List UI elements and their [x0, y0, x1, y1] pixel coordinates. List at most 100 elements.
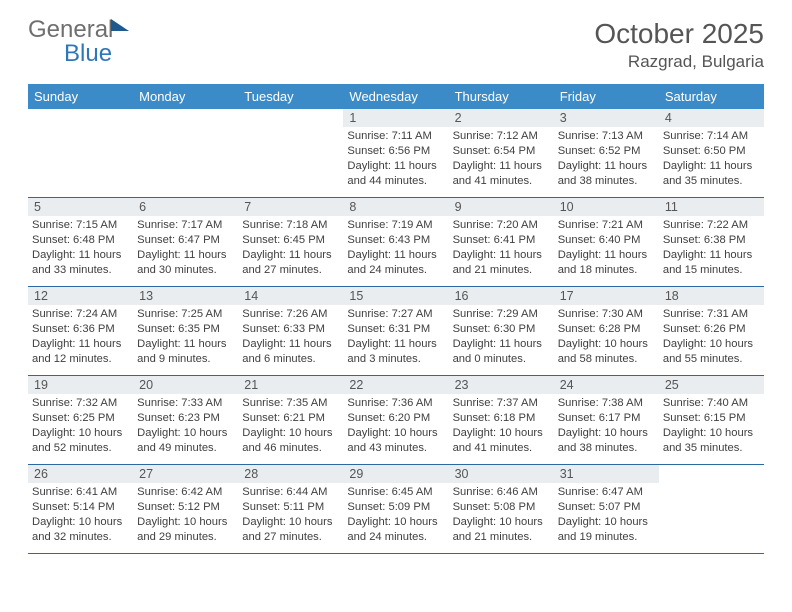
- calendar-cell: 22Sunrise: 7:36 AMSunset: 6:20 PMDayligh…: [343, 376, 448, 465]
- calendar-cell: [238, 109, 343, 198]
- sunset-text: Sunset: 6:52 PM: [558, 144, 655, 159]
- daylight-text: Daylight: 10 hours and 46 minutes.: [242, 426, 339, 456]
- daylight-text: Daylight: 10 hours and 27 minutes.: [242, 515, 339, 545]
- sunset-text: Sunset: 6:50 PM: [663, 144, 760, 159]
- daylight-text: Daylight: 10 hours and 19 minutes.: [558, 515, 655, 545]
- sun-info: Sunrise: 7:11 AMSunset: 6:56 PMDaylight:…: [343, 127, 448, 189]
- daylight-text: Daylight: 10 hours and 58 minutes.: [558, 337, 655, 367]
- calendar-cell: 29Sunrise: 6:45 AMSunset: 5:09 PMDayligh…: [343, 465, 448, 554]
- calendar-cell: 21Sunrise: 7:35 AMSunset: 6:21 PMDayligh…: [238, 376, 343, 465]
- calendar-cell: 19Sunrise: 7:32 AMSunset: 6:25 PMDayligh…: [28, 376, 133, 465]
- calendar-cell: 6Sunrise: 7:17 AMSunset: 6:47 PMDaylight…: [133, 198, 238, 287]
- daylight-text: Daylight: 10 hours and 24 minutes.: [347, 515, 444, 545]
- daylight-text: Daylight: 10 hours and 38 minutes.: [558, 426, 655, 456]
- sunrise-text: Sunrise: 7:31 AM: [663, 307, 760, 322]
- daylight-text: Daylight: 11 hours and 30 minutes.: [137, 248, 234, 278]
- sun-info: Sunrise: 7:37 AMSunset: 6:18 PMDaylight:…: [449, 394, 554, 456]
- sunset-text: Sunset: 6:23 PM: [137, 411, 234, 426]
- month-title: October 2025: [594, 18, 764, 50]
- sunrise-text: Sunrise: 7:24 AM: [32, 307, 129, 322]
- sunset-text: Sunset: 6:28 PM: [558, 322, 655, 337]
- day-number: 27: [133, 465, 238, 483]
- daylight-text: Daylight: 10 hours and 29 minutes.: [137, 515, 234, 545]
- day-number: 25: [659, 376, 764, 394]
- logo-text-1: General: [28, 16, 113, 43]
- sun-info: Sunrise: 7:12 AMSunset: 6:54 PMDaylight:…: [449, 127, 554, 189]
- day-number: 13: [133, 287, 238, 305]
- sunrise-text: Sunrise: 7:40 AM: [663, 396, 760, 411]
- calendar-cell: 23Sunrise: 7:37 AMSunset: 6:18 PMDayligh…: [449, 376, 554, 465]
- daylight-text: Daylight: 11 hours and 35 minutes.: [663, 159, 760, 189]
- daylight-text: Daylight: 10 hours and 32 minutes.: [32, 515, 129, 545]
- sunset-text: Sunset: 6:17 PM: [558, 411, 655, 426]
- sunset-text: Sunset: 5:07 PM: [558, 500, 655, 515]
- daylight-text: Daylight: 11 hours and 6 minutes.: [242, 337, 339, 367]
- sun-info: Sunrise: 7:27 AMSunset: 6:31 PMDaylight:…: [343, 305, 448, 367]
- sunset-text: Sunset: 6:18 PM: [453, 411, 550, 426]
- day-number: 23: [449, 376, 554, 394]
- calendar-cell: 17Sunrise: 7:30 AMSunset: 6:28 PMDayligh…: [554, 287, 659, 376]
- day-number: 26: [28, 465, 133, 483]
- sunrise-text: Sunrise: 7:19 AM: [347, 218, 444, 233]
- day-number: 1: [343, 109, 448, 127]
- day-number: 11: [659, 198, 764, 216]
- sunset-text: Sunset: 6:33 PM: [242, 322, 339, 337]
- day-number: 16: [449, 287, 554, 305]
- sunrise-text: Sunrise: 6:44 AM: [242, 485, 339, 500]
- sunrise-text: Sunrise: 7:21 AM: [558, 218, 655, 233]
- daylight-text: Daylight: 11 hours and 12 minutes.: [32, 337, 129, 367]
- daylight-text: Daylight: 10 hours and 41 minutes.: [453, 426, 550, 456]
- sunset-text: Sunset: 6:56 PM: [347, 144, 444, 159]
- location: Razgrad, Bulgaria: [594, 52, 764, 72]
- daylight-text: Daylight: 10 hours and 52 minutes.: [32, 426, 129, 456]
- day-number: 6: [133, 198, 238, 216]
- day-number: 28: [238, 465, 343, 483]
- sun-info: Sunrise: 7:24 AMSunset: 6:36 PMDaylight:…: [28, 305, 133, 367]
- sunset-text: Sunset: 6:15 PM: [663, 411, 760, 426]
- sunrise-text: Sunrise: 7:11 AM: [347, 129, 444, 144]
- sunrise-text: Sunrise: 7:33 AM: [137, 396, 234, 411]
- calendar-table: SundayMondayTuesdayWednesdayThursdayFrid…: [28, 84, 764, 554]
- day-number: 19: [28, 376, 133, 394]
- daylight-text: Daylight: 10 hours and 49 minutes.: [137, 426, 234, 456]
- calendar-cell: 3Sunrise: 7:13 AMSunset: 6:52 PMDaylight…: [554, 109, 659, 198]
- calendar-cell: 11Sunrise: 7:22 AMSunset: 6:38 PMDayligh…: [659, 198, 764, 287]
- daylight-text: Daylight: 10 hours and 43 minutes.: [347, 426, 444, 456]
- sunset-text: Sunset: 6:31 PM: [347, 322, 444, 337]
- daylight-text: Daylight: 10 hours and 55 minutes.: [663, 337, 760, 367]
- calendar-cell: 16Sunrise: 7:29 AMSunset: 6:30 PMDayligh…: [449, 287, 554, 376]
- calendar-cell: 4Sunrise: 7:14 AMSunset: 6:50 PMDaylight…: [659, 109, 764, 198]
- sunrise-text: Sunrise: 7:17 AM: [137, 218, 234, 233]
- calendar-cell: 5Sunrise: 7:15 AMSunset: 6:48 PMDaylight…: [28, 198, 133, 287]
- day-header: Tuesday: [238, 84, 343, 109]
- sunrise-text: Sunrise: 7:12 AM: [453, 129, 550, 144]
- sun-info: Sunrise: 7:19 AMSunset: 6:43 PMDaylight:…: [343, 216, 448, 278]
- sunset-text: Sunset: 6:36 PM: [32, 322, 129, 337]
- day-number: 15: [343, 287, 448, 305]
- logo-triangle-icon: [111, 19, 129, 31]
- calendar-week-row: 19Sunrise: 7:32 AMSunset: 6:25 PMDayligh…: [28, 376, 764, 465]
- sunset-text: Sunset: 5:09 PM: [347, 500, 444, 515]
- daylight-text: Daylight: 11 hours and 15 minutes.: [663, 248, 760, 278]
- calendar-cell: [28, 109, 133, 198]
- day-number: 12: [28, 287, 133, 305]
- sunset-text: Sunset: 5:12 PM: [137, 500, 234, 515]
- day-header: Sunday: [28, 84, 133, 109]
- sunset-text: Sunset: 6:26 PM: [663, 322, 760, 337]
- sun-info: Sunrise: 7:17 AMSunset: 6:47 PMDaylight:…: [133, 216, 238, 278]
- sunrise-text: Sunrise: 6:46 AM: [453, 485, 550, 500]
- calendar-cell: 30Sunrise: 6:46 AMSunset: 5:08 PMDayligh…: [449, 465, 554, 554]
- day-header: Friday: [554, 84, 659, 109]
- calendar-cell: 31Sunrise: 6:47 AMSunset: 5:07 PMDayligh…: [554, 465, 659, 554]
- calendar-cell: 24Sunrise: 7:38 AMSunset: 6:17 PMDayligh…: [554, 376, 659, 465]
- daylight-text: Daylight: 11 hours and 24 minutes.: [347, 248, 444, 278]
- sun-info: Sunrise: 6:47 AMSunset: 5:07 PMDaylight:…: [554, 483, 659, 545]
- sunset-text: Sunset: 6:41 PM: [453, 233, 550, 248]
- sunrise-text: Sunrise: 7:35 AM: [242, 396, 339, 411]
- title-block: October 2025 Razgrad, Bulgaria: [594, 18, 764, 72]
- calendar-cell: 27Sunrise: 6:42 AMSunset: 5:12 PMDayligh…: [133, 465, 238, 554]
- day-number: 20: [133, 376, 238, 394]
- day-number: 24: [554, 376, 659, 394]
- sunset-text: Sunset: 6:48 PM: [32, 233, 129, 248]
- calendar-cell: 8Sunrise: 7:19 AMSunset: 6:43 PMDaylight…: [343, 198, 448, 287]
